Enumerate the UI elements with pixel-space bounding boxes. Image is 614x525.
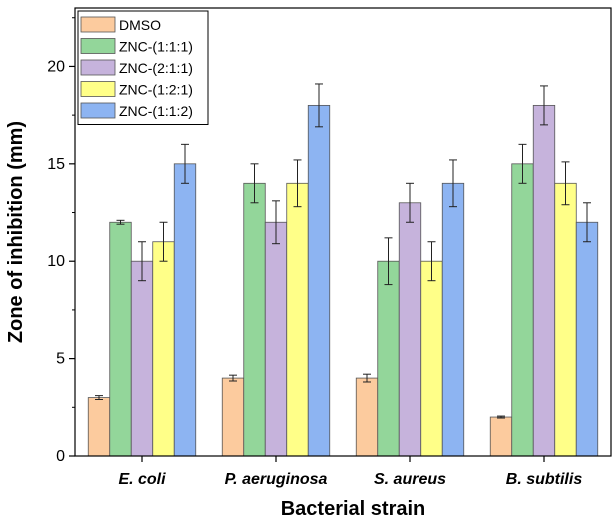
x-tick-label-3: B. subtilis xyxy=(506,471,583,488)
bar-1-3 xyxy=(286,182,309,457)
x-tick-label-2: S. aureus xyxy=(374,471,446,488)
bar-2-1 xyxy=(377,260,400,457)
legend-label-0: DMSO xyxy=(119,17,161,33)
error-bars-layer xyxy=(95,83,591,419)
bar-1-0 xyxy=(221,377,245,457)
y-axis-ticks: 0 5 10 15 20 xyxy=(47,17,75,465)
y-tick-label-2: 10 xyxy=(47,253,65,270)
y-tick-label-3: 15 xyxy=(47,156,65,173)
bar-1-1 xyxy=(243,182,266,457)
x-axis-title: Bacterial strain xyxy=(281,498,426,520)
bar-0-1 xyxy=(109,221,132,457)
bar-2-0 xyxy=(355,377,379,457)
legend-swatch-4 xyxy=(80,102,116,119)
y-tick-label-1: 5 xyxy=(56,351,65,368)
x-tick-label-1: P. aeruginosa xyxy=(225,471,328,488)
bar-1-2 xyxy=(264,221,288,457)
bar-0-4 xyxy=(173,163,197,457)
legend-label-1: ZNC-(1:1:1) xyxy=(119,39,193,55)
x-axis-ticks: E. coli P. aeruginosa S. aureus B. subtilis xyxy=(118,456,582,488)
x-tick-label-0: E. coli xyxy=(118,471,166,488)
bar-3-1 xyxy=(511,163,534,457)
plot-frame xyxy=(74,7,612,457)
y-tick-label-0: 0 xyxy=(56,448,65,465)
legend: DMSO ZNC-(1:1:1) ZNC-(2:1:1) ZNC-(1:2:1) ZNC… xyxy=(77,10,209,125)
bar-2-2 xyxy=(398,202,422,457)
legend-swatch-0 xyxy=(80,16,116,33)
legend-label-2: ZNC-(2:1:1) xyxy=(119,60,193,76)
bar-0-3 xyxy=(152,241,175,457)
bar-1-4 xyxy=(307,104,331,457)
bar-2-4 xyxy=(441,182,465,457)
legend-swatch-2 xyxy=(80,59,116,76)
bar-0-0 xyxy=(87,397,111,457)
bar-2-3 xyxy=(420,260,443,457)
bar-3-2 xyxy=(532,104,556,457)
bars-layer xyxy=(87,104,599,457)
legend-swatch-1 xyxy=(80,38,116,54)
y-axis-title: Zone of inhibition (mm) xyxy=(5,121,27,343)
bar-3-4 xyxy=(575,221,599,457)
legend-swatch-3 xyxy=(80,81,116,97)
bar-3-3 xyxy=(554,182,577,457)
bar-3-0 xyxy=(489,416,513,457)
legend-label-4: ZNC-(1:1:2) xyxy=(119,103,193,119)
bar-0-2 xyxy=(130,260,154,457)
y-tick-label-4: 20 xyxy=(47,58,65,75)
legend-label-3: ZNC-(1:2:1) xyxy=(119,82,193,98)
